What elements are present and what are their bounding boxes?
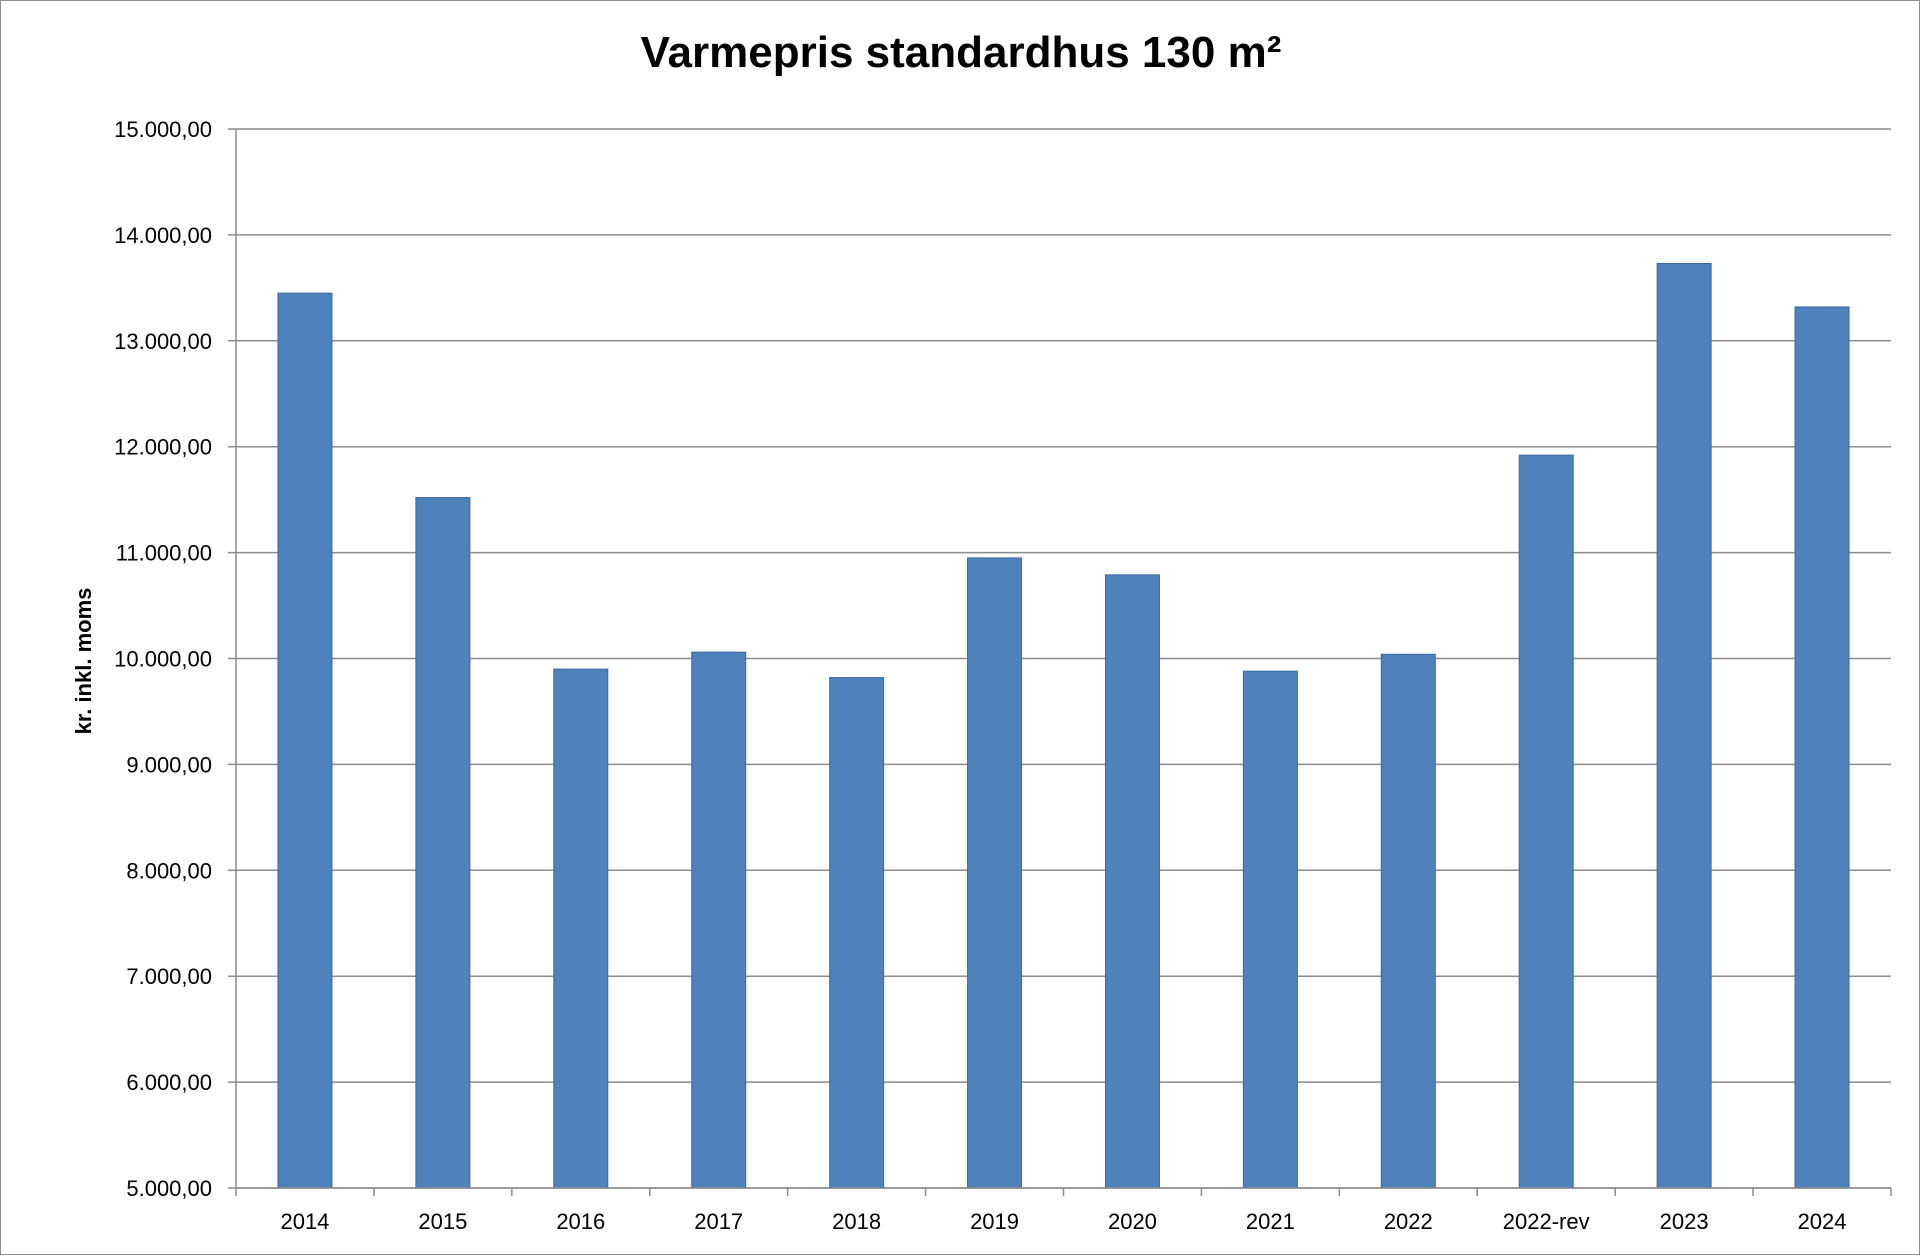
bar-2023 [1656,262,1712,1189]
bar-2021 [1242,670,1298,1189]
x-tick-label: 2023 [1660,1209,1709,1234]
bar-2018 [829,677,885,1189]
x-tick-label: 2024 [1798,1209,1847,1234]
bar-2019 [967,557,1023,1189]
x-tick-label: 2017 [694,1209,743,1234]
bar-2022-rev [1518,454,1574,1189]
y-tick-label: 8.000,00 [126,858,212,883]
gridlines [228,128,1891,1189]
bar-2015 [415,497,471,1189]
y-axis-ticks: 5.000,00 6.000,00 7.000,00 8.000,00 9.000,00… [114,117,212,1201]
x-tick-label: 2021 [1246,1209,1295,1234]
axes [235,129,1891,1189]
y-tick-label: 14.000,00 [114,223,212,248]
bar-2020 [1104,574,1160,1189]
y-tick-label: 5.000,00 [126,1176,212,1201]
y-tick-label: 11.000,00 [116,541,212,566]
x-tick-label: 2022 [1384,1209,1433,1234]
x-tick-label: 2022-rev [1503,1209,1590,1234]
x-tick-label: 2018 [832,1209,881,1234]
bar-2014 [277,292,333,1189]
y-axis-title: kr. inkl. moms [71,588,96,735]
y-tick-label: 12.000,00 [114,435,212,460]
y-tick-label: 10.000,00 [114,647,212,672]
y-tick-label: 9.000,00 [126,752,212,777]
x-tick-label: 2019 [970,1209,1019,1234]
y-tick-label: 6.000,00 [126,1070,212,1095]
bar-2016 [553,668,609,1189]
y-tick-label: 15.000,00 [114,117,212,142]
y-tick-label: 7.000,00 [126,964,212,989]
bar-2022 [1380,653,1436,1189]
x-tick-label: 2015 [418,1209,467,1234]
bars [277,262,1850,1189]
x-axis-ticks: 2014 2015 2016 2017 2018 2019 2020 2021 2022 2022… [235,1188,1892,1234]
x-tick-label: 2016 [556,1209,605,1234]
x-tick-label: 2014 [280,1209,329,1234]
bar-2024 [1794,306,1850,1189]
x-tick-label: 2020 [1108,1209,1157,1234]
chart-title: Varmepris standardhus 130 m² [641,28,1282,77]
y-tick-label: 13.000,00 [114,329,212,354]
bar-2017 [691,651,747,1189]
